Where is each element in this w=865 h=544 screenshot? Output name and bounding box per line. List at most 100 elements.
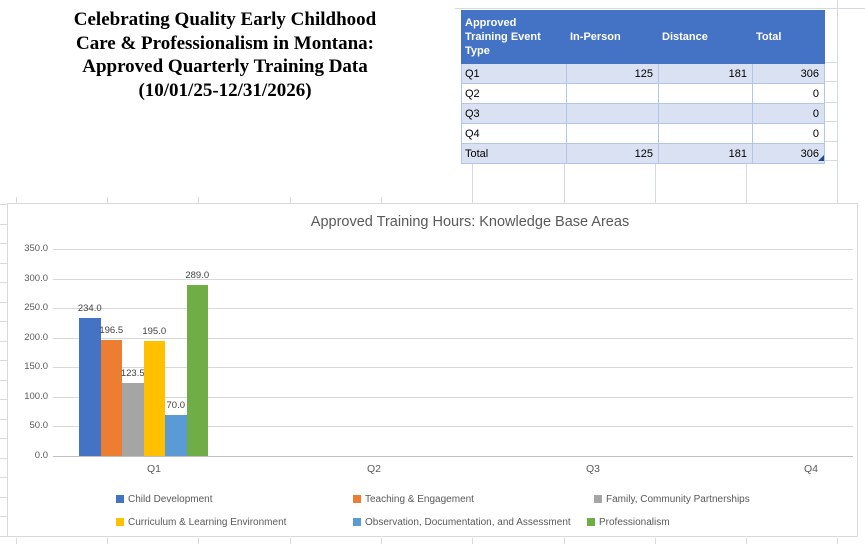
gridline-stub [0,419,7,420]
bar-family-community-partnerships-q1[interactable] [122,382,144,456]
gridline-stub [381,538,382,544]
chart-gridline [53,338,853,339]
gridline-stub [0,399,7,400]
gridline-stub [837,538,838,544]
table-header-cell-approved-training-event-type[interactable]: Approved Training Event Type [461,10,567,64]
gridline-stub [0,302,7,303]
bar-professionalism-q1[interactable] [186,285,208,456]
gridline-stub [0,204,7,205]
x-axis-category-label: Q2 [366,463,381,475]
table-cell[interactable] [566,103,659,124]
chart-gridline [53,279,853,280]
data-label: 289.0 [185,270,210,282]
chart-gridline [53,367,853,368]
data-label: 70.0 [166,399,186,411]
gridline-stub [0,477,7,478]
table-cell[interactable] [658,83,753,104]
gridline-stub [16,538,17,544]
table-cell[interactable]: 0 [752,123,825,144]
gridline-stub [0,516,7,517]
table-cell[interactable] [658,123,753,144]
bar-child-development-q1[interactable] [79,317,101,456]
gridline-stub [655,162,656,203]
gridline-stub [746,538,747,544]
table-cell[interactable]: 181 [658,63,753,84]
legend-swatch-curriculum-learning-environment-icon [116,518,124,526]
gridline-stub [0,224,7,225]
y-axis-tick-label: 200.0 [24,331,48,343]
legend-swatch-family-community-partnerships-icon [594,495,602,503]
x-axis-category-label: Q1 [146,463,161,475]
table-cell[interactable]: Q1 [461,63,567,84]
gridline-stub [0,360,7,361]
gridline-stub [107,197,108,203]
table-cell[interactable]: Q4 [461,123,567,144]
legend-item-observation-documentation-and-assessment[interactable]: Observation, Documentation, and Assessme… [353,516,571,528]
gridline-stub [0,458,7,459]
y-axis-tick-label: 300.0 [24,272,48,284]
legend-item-professionalism[interactable]: Professionalism [587,516,670,528]
y-axis-tick-label: 250.0 [24,302,48,314]
legend-swatch-professionalism-icon [587,518,595,526]
x-axis-category-label: Q4 [803,463,818,475]
legend-item-teaching-engagement[interactable]: Teaching & Engagement [353,493,474,505]
gridline-stub [290,197,291,203]
table-cell[interactable]: 306 [752,63,825,84]
legend-item-curriculum-learning-environment[interactable]: Curriculum & Learning Environment [116,516,286,528]
chart-gridline [53,308,853,309]
gridline-stub [290,538,291,544]
table-header-row: Approved Training Event Type In-Person Dis… [461,10,825,64]
legend-item-family-community-partnerships[interactable]: Family, Community Partnerships [594,493,750,505]
gridline-stub [564,538,565,544]
gridline-stub [0,263,7,264]
legend-label: Professionalism [599,516,670,528]
training-hours-chart[interactable]: Approved Training Hours: Knowledge Base … [7,203,858,537]
table-header-cell-total[interactable]: Total [752,10,825,64]
table-cell[interactable] [658,103,753,124]
gridline-stub [472,538,473,544]
table-resize-handle[interactable] [818,155,824,161]
gridline-stub [824,102,837,103]
gridline-stub [198,197,199,203]
table-cell[interactable]: 0 [752,83,825,104]
gridline-stub [198,538,199,544]
y-axis-tick-label: 350.0 [24,243,48,254]
legend-item-child-development[interactable]: Child Development [116,493,213,505]
table-cell[interactable] [566,123,659,144]
legend-label: Curriculum & Learning Environment [128,516,287,528]
table-cell[interactable]: Q3 [461,103,567,124]
bar-observation-documentation-and-assessment-q1[interactable] [165,414,187,456]
data-label: 234.0 [77,302,102,314]
y-axis-tick-label: 150.0 [24,361,48,373]
table-cell[interactable]: Q2 [461,83,567,104]
gridline-stub [16,197,17,203]
table-cell[interactable]: 0 [752,103,825,124]
gridline-stub [824,81,837,82]
gridline-stub [107,538,108,544]
x-axis-category-label: Q3 [585,463,600,475]
gridline-stub [824,62,837,63]
gridline-stub [0,341,7,342]
table-cell[interactable]: 125 [566,63,659,84]
bar-curriculum-learning-environment-q1[interactable] [143,340,165,456]
table-cell[interactable]: 125 [566,143,659,164]
table-cell[interactable]: Total [461,143,567,164]
table-cell[interactable]: 306 [752,143,825,164]
chart-gridline [53,249,853,250]
legend-swatch-observation-documentation-and-assessment-icon [353,518,361,526]
table-row-total: Total 125 181 306 [461,143,825,164]
title-textbox[interactable]: Celebrating Quality Early Childhood Care… [73,9,377,101]
bar-teaching-engagement-q1[interactable] [100,339,122,456]
chart-title[interactable]: Approved Training Hours: Knowledge Base … [310,214,630,230]
chart-gridline [53,397,853,398]
table-header-cell-in-person[interactable]: In-Person [566,10,659,64]
table-header-cell-distance[interactable]: Distance [658,10,753,64]
chart-gridline [53,426,853,427]
table-cell[interactable] [566,83,659,104]
legend-label: Observation, Documentation, and Assessme… [365,516,571,528]
gridline-stub [472,162,473,203]
legend-label: Child Development [128,493,213,505]
table-cell[interactable]: 181 [658,143,753,164]
gridline-stub [0,243,7,244]
